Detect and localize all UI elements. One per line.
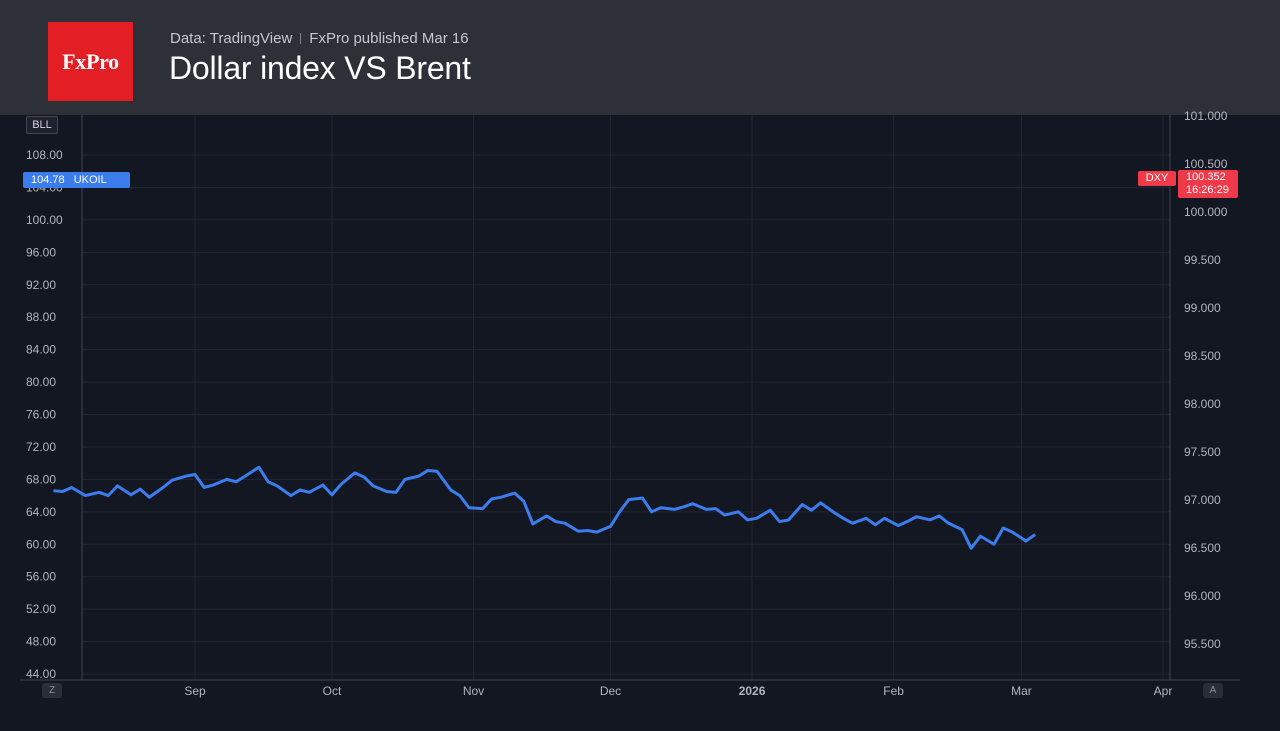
x-tick-label: 2026 — [739, 684, 766, 698]
right-tick-label: 99.500 — [1184, 253, 1221, 267]
right-tick-label: 97.500 — [1184, 445, 1221, 459]
left-tick-label: 76.00 — [26, 408, 56, 422]
fxpro-logo: FxPro — [48, 22, 133, 101]
right-tick-label: 100.500 — [1184, 157, 1228, 171]
left-tick-label: 56.00 — [26, 570, 56, 584]
right-tick-label: 95.500 — [1184, 637, 1221, 651]
x-tick-label: Feb — [883, 684, 904, 698]
right-tick-label: 101.000 — [1184, 109, 1228, 123]
chart-series — [53, 465, 1037, 550]
left-tick-label: 84.00 — [26, 343, 56, 357]
chart-axes: 44.00 48.00 52.00 56.00 60.00 64.00 68.00 72.00… — [20, 109, 1240, 698]
right-tick-label: 96.000 — [1184, 589, 1221, 603]
dxy-name-label: DXY — [1138, 171, 1176, 186]
x-tick-label: Dec — [600, 684, 621, 698]
chart-subtitle: Data: TradingView FxPro published Mar 16 — [170, 30, 469, 47]
x-tick-label: Nov — [463, 684, 484, 698]
left-tick-label: 72.00 — [26, 440, 56, 454]
left-tick-label: 52.00 — [26, 602, 56, 616]
left-tick-label: 64.00 — [26, 505, 56, 519]
left-tick-label: 100.00 — [26, 213, 63, 227]
x-tick-label: Oct — [323, 684, 342, 698]
x-tick-label: Sep — [184, 684, 206, 698]
auto-scale-button[interactable]: A — [1203, 683, 1223, 698]
header-bar: FxPro Data: TradingView FxPro published … — [0, 0, 1280, 115]
z-scale-button[interactable]: Z — [42, 683, 62, 698]
separator — [300, 33, 302, 44]
ukoil-line — [53, 465, 1037, 550]
left-tick-label: 96.00 — [26, 245, 56, 259]
right-tick-label: 99.000 — [1184, 301, 1221, 315]
left-tick-label: 60.00 — [26, 537, 56, 551]
left-tick-label: 108.00 — [26, 148, 63, 162]
right-tick-label: 96.500 — [1184, 541, 1221, 555]
right-tick-label: 97.000 — [1184, 493, 1221, 507]
right-tick-label: 98.500 — [1184, 349, 1221, 363]
x-tick-label: Mar — [1011, 684, 1032, 698]
left-tick-label: 44.00 — [26, 667, 56, 681]
left-tick-label: 68.00 — [26, 472, 56, 486]
chart-title: Dollar index VS Brent — [169, 50, 471, 86]
left-tick-label: 80.00 — [26, 375, 56, 389]
bll-badge[interactable]: BLL — [26, 116, 58, 134]
publish-info: FxPro published Mar 16 — [309, 30, 469, 47]
right-tick-label: 100.000 — [1184, 205, 1228, 219]
right-tick-label: 98.000 — [1184, 397, 1221, 411]
left-tick-label: 88.00 — [26, 310, 56, 324]
chart-grid — [82, 115, 1170, 680]
ukoil-price-label: 104.78 UKOIL — [23, 172, 130, 188]
data-source: Data: TradingView — [170, 30, 293, 47]
x-tick-label: Apr — [1154, 684, 1173, 698]
left-tick-label: 92.00 — [26, 278, 56, 292]
left-tick-label: 48.00 — [26, 635, 56, 649]
dxy-price-label: 100.352 16:26:29 — [1178, 170, 1238, 198]
